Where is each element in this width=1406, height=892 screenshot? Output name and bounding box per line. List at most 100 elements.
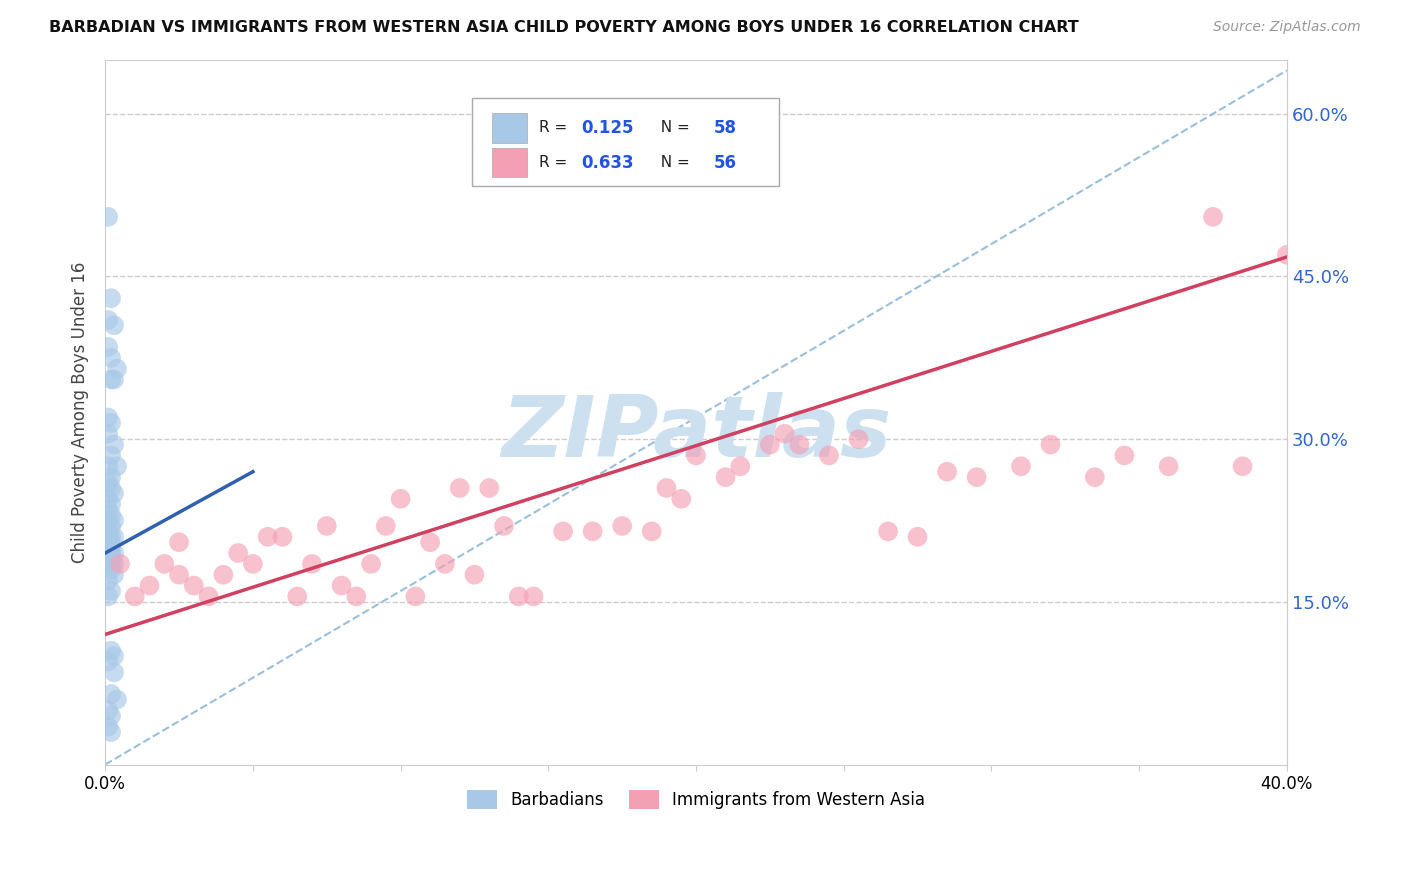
Point bbox=[103, 557, 125, 571]
Text: Source: ZipAtlas.com: Source: ZipAtlas.com bbox=[1213, 20, 1361, 34]
Point bbox=[97, 491, 120, 506]
Point bbox=[463, 567, 485, 582]
Point bbox=[1114, 449, 1136, 463]
Point bbox=[97, 459, 120, 474]
Point bbox=[103, 318, 125, 333]
Point bbox=[100, 708, 122, 723]
Point bbox=[103, 530, 125, 544]
Point bbox=[492, 519, 515, 533]
Point bbox=[100, 643, 122, 657]
Point bbox=[138, 578, 160, 592]
Point bbox=[97, 720, 120, 734]
Point bbox=[100, 416, 122, 430]
Point bbox=[97, 502, 120, 516]
Point bbox=[183, 578, 205, 592]
Point bbox=[242, 557, 264, 571]
FancyBboxPatch shape bbox=[492, 148, 527, 178]
Point bbox=[100, 551, 122, 566]
Point bbox=[97, 557, 120, 571]
Point bbox=[100, 497, 122, 511]
Point bbox=[97, 557, 120, 571]
Text: 0.633: 0.633 bbox=[582, 153, 634, 171]
Point bbox=[433, 557, 456, 571]
Point bbox=[100, 562, 122, 576]
Point bbox=[103, 486, 125, 500]
Point bbox=[103, 648, 125, 663]
Text: N =: N = bbox=[651, 120, 695, 136]
Point bbox=[103, 372, 125, 386]
Point bbox=[167, 567, 190, 582]
Point bbox=[671, 491, 693, 506]
Point bbox=[818, 449, 841, 463]
Point bbox=[97, 210, 120, 224]
Point bbox=[419, 535, 441, 549]
Point bbox=[100, 541, 122, 555]
Point bbox=[100, 687, 122, 701]
Point bbox=[1202, 210, 1225, 224]
Point bbox=[97, 340, 120, 354]
Point bbox=[685, 449, 707, 463]
FancyBboxPatch shape bbox=[471, 98, 779, 186]
FancyBboxPatch shape bbox=[492, 113, 527, 143]
Text: R =: R = bbox=[538, 120, 572, 136]
Point bbox=[167, 535, 190, 549]
Point bbox=[97, 590, 120, 604]
Point bbox=[789, 437, 811, 451]
Point bbox=[271, 530, 294, 544]
Point bbox=[97, 573, 120, 587]
Point bbox=[360, 557, 382, 571]
Point bbox=[848, 432, 870, 446]
Text: 56: 56 bbox=[714, 153, 737, 171]
Point bbox=[97, 313, 120, 327]
Point bbox=[103, 665, 125, 680]
Point bbox=[582, 524, 605, 539]
Point bbox=[759, 437, 782, 451]
Point bbox=[100, 519, 122, 533]
Point bbox=[641, 524, 664, 539]
Legend: Barbadians, Immigrants from Western Asia: Barbadians, Immigrants from Western Asia bbox=[460, 783, 932, 816]
Point bbox=[1039, 437, 1062, 451]
Point bbox=[730, 459, 752, 474]
Point bbox=[612, 519, 634, 533]
Point bbox=[100, 535, 122, 549]
Point bbox=[100, 351, 122, 365]
Point bbox=[124, 590, 146, 604]
Point bbox=[103, 546, 125, 560]
Point bbox=[1157, 459, 1180, 474]
Point bbox=[100, 530, 122, 544]
Text: 58: 58 bbox=[714, 119, 737, 136]
Point bbox=[449, 481, 471, 495]
Point bbox=[936, 465, 959, 479]
Point bbox=[97, 514, 120, 528]
Point bbox=[226, 546, 249, 560]
Text: N =: N = bbox=[651, 155, 695, 170]
Point bbox=[522, 590, 544, 604]
Point bbox=[97, 410, 120, 425]
Point bbox=[103, 567, 125, 582]
Text: R =: R = bbox=[538, 155, 572, 170]
Point bbox=[97, 551, 120, 566]
Point bbox=[100, 584, 122, 599]
Point bbox=[907, 530, 929, 544]
Point bbox=[97, 541, 120, 555]
Point bbox=[1010, 459, 1032, 474]
Point bbox=[714, 470, 737, 484]
Point bbox=[344, 590, 367, 604]
Point bbox=[100, 291, 122, 305]
Point bbox=[315, 519, 337, 533]
Point bbox=[100, 372, 122, 386]
Point bbox=[105, 459, 128, 474]
Text: 0.125: 0.125 bbox=[582, 119, 634, 136]
Point bbox=[97, 475, 120, 490]
Point bbox=[877, 524, 900, 539]
Point bbox=[97, 535, 120, 549]
Point bbox=[100, 508, 122, 522]
Point bbox=[100, 470, 122, 484]
Point bbox=[97, 541, 120, 555]
Point bbox=[97, 524, 120, 539]
Point bbox=[212, 567, 235, 582]
Point bbox=[100, 725, 122, 739]
Point bbox=[301, 557, 323, 571]
Point bbox=[551, 524, 574, 539]
Point bbox=[97, 703, 120, 717]
